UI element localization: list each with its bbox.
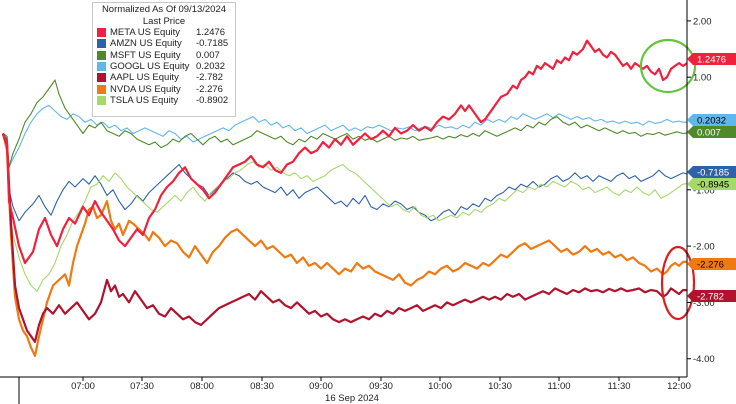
x-tick-label: 09:30: [369, 381, 393, 392]
end-tag-label: -0.7185: [697, 168, 729, 179]
legend-series-name: MSFT US Equity: [110, 49, 181, 61]
y-tick-label: 1.00: [693, 73, 712, 84]
legend-series-value: 0.007: [196, 49, 220, 61]
legend-item: META US Equity 1.2476: [93, 27, 235, 38]
end-tag-label: -2.276: [697, 260, 724, 271]
red-highlight-circle: [660, 245, 696, 321]
legend-series-value: 1.2476: [196, 27, 226, 39]
end-tag-box: [687, 126, 736, 138]
series-line-aapl: [1, 133, 688, 343]
end-tag-box: [687, 290, 736, 302]
x-tick-label: 10:30: [488, 381, 512, 392]
end-value-tag: -2.276: [687, 258, 736, 271]
legend-item: AMZN US Equity -0.7185: [93, 38, 235, 49]
legend-swatch: [97, 73, 106, 83]
legend-rows: META US Equity 1.2476 AMZN US Equity -0.718…: [93, 27, 235, 106]
end-value-tag: 0.007: [687, 126, 736, 139]
series-line-msft: [2, 79, 688, 168]
legend-item: NVDA US Equity -2.276: [93, 83, 235, 95]
legend-subtitle: Last Price: [142, 16, 186, 27]
x-tick-label: 08:30: [250, 381, 274, 392]
legend-swatch: [97, 28, 106, 38]
series-line-googl: [2, 104, 688, 168]
x-tick-label: 07:00: [71, 381, 95, 392]
x-tick-label: 11:00: [547, 381, 570, 392]
end-tag-box: [687, 53, 736, 65]
x-date-label: 16 Sep 2024: [325, 393, 379, 404]
end-value-tag: 0.2032: [687, 114, 736, 127]
legend-swatch: [97, 62, 106, 72]
end-tag-box: [687, 166, 736, 178]
legend-series-name: GOOGL US Equity: [110, 61, 190, 73]
end-value-tag: -0.8945: [687, 178, 736, 191]
legend-series-value: -0.7185: [196, 38, 229, 50]
end-tag-box: [687, 258, 736, 270]
end-tag-label: -2.782: [697, 292, 724, 303]
x-tick-label: 12:00: [667, 381, 691, 392]
legend-series-value: -0.8902: [196, 94, 229, 106]
legend-series-name: AMZN US Equity: [110, 38, 182, 50]
y-tick-label: -3.00: [693, 298, 715, 309]
x-tick-label: 08:00: [190, 381, 214, 392]
annotation-layer: [639, 38, 697, 321]
x-tick-label: 07:30: [130, 381, 154, 392]
y-tick-label: -2.00: [693, 242, 715, 253]
legend-item: MSFT US Equity 0.007: [93, 50, 235, 61]
end-tag-box: [687, 114, 736, 126]
legend-series-name: AAPL US Equity: [110, 72, 179, 84]
legend-series-value: -2.276: [196, 83, 223, 95]
end-value-tag: -0.7185: [687, 166, 736, 179]
legend-item: AAPL US Equity -2.782: [93, 72, 235, 83]
end-tag-label: 0.2032: [697, 116, 726, 127]
legend-series-name: META US Equity: [110, 27, 181, 39]
legend-series-name: TSLA US Equity: [110, 94, 179, 106]
legend-title: Normalized As Of 09/13/2024: [101, 4, 227, 15]
legend-series-value: 0.2032: [196, 61, 226, 73]
green-highlight-circle: [639, 38, 697, 94]
x-tick-label: 10:00: [428, 381, 452, 392]
y-tick-label: 2.00: [693, 16, 712, 27]
series-line-meta: [2, 39, 688, 265]
legend-swatch: [97, 50, 106, 60]
legend-swatch: [97, 95, 106, 105]
series-line-tsla: [2, 133, 688, 292]
legend: Normalized As Of 09/13/2024 Last Price M…: [92, 2, 236, 117]
end-tag-label: -0.8945: [697, 180, 729, 191]
legend-item: GOOGL US Equity 0.2032: [93, 61, 235, 72]
series-line-amzn: [2, 133, 688, 222]
x-tick-label: 11:30: [607, 381, 630, 392]
legend-series-value: -2.782: [196, 72, 223, 84]
end-tag-label: 0.007: [697, 128, 721, 139]
end-value-tag: 1.2476: [687, 53, 736, 66]
end-tag-box: [687, 178, 736, 190]
y-tick-label: -4.00: [693, 354, 715, 365]
axis-layer: 07:00 07:30 08:00 08:30 09:00 09:30 10:00 10:30…: [0, 0, 715, 404]
x-tick-label: 09:00: [309, 381, 333, 392]
end-value-tag: -2.782: [687, 290, 736, 303]
legend-swatch: [97, 39, 106, 49]
legend-item: TSLA US Equity -0.8902: [93, 95, 235, 106]
legend-swatch: [97, 84, 106, 94]
legend-series-name: NVDA US Equity: [110, 83, 181, 95]
y-tick-label: -1.00: [693, 185, 715, 196]
series-layer: [1, 39, 688, 357]
end-tag-label: 1.2476: [697, 55, 726, 66]
